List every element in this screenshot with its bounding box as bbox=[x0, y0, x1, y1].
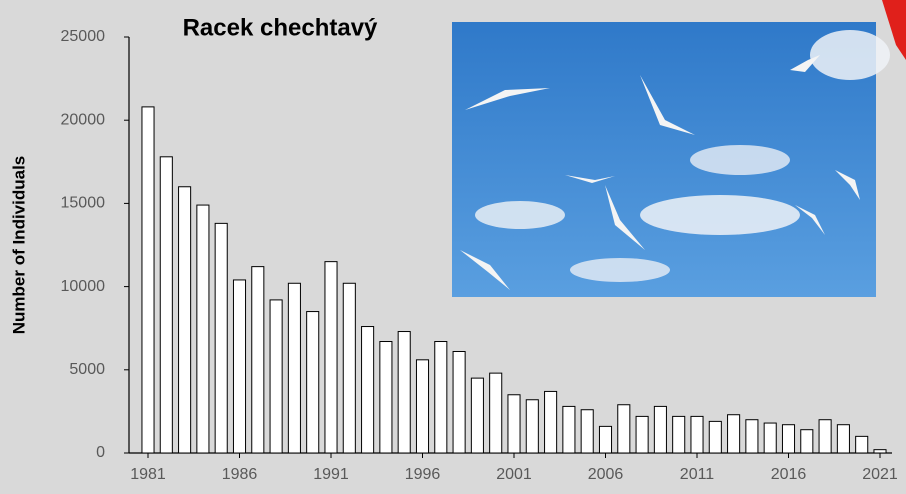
bar bbox=[562, 405, 576, 454]
x-tick-label: 1996 bbox=[405, 466, 441, 483]
bar bbox=[525, 399, 539, 454]
bar bbox=[232, 279, 247, 454]
bar bbox=[507, 394, 521, 454]
x-tick-label: 2006 bbox=[588, 466, 624, 483]
bar bbox=[598, 425, 613, 454]
bar bbox=[415, 359, 430, 454]
bar bbox=[470, 377, 484, 454]
bar bbox=[781, 424, 796, 454]
bar bbox=[617, 404, 631, 454]
bar bbox=[141, 106, 155, 454]
bar bbox=[836, 424, 850, 454]
x-tick-label: 1986 bbox=[222, 466, 258, 483]
x-tick-label: 2001 bbox=[496, 466, 532, 483]
bar bbox=[379, 341, 393, 454]
y-tick-label: 25000 bbox=[61, 28, 106, 45]
photo bbox=[452, 22, 890, 297]
bar bbox=[873, 449, 887, 454]
y-tick-label: 5000 bbox=[69, 361, 105, 378]
bar bbox=[855, 435, 869, 454]
bar bbox=[727, 414, 741, 454]
bar bbox=[178, 186, 192, 454]
x-tick-label: 2016 bbox=[771, 466, 807, 483]
bar bbox=[708, 420, 722, 454]
x-tick-label: 1981 bbox=[130, 466, 166, 483]
bar bbox=[214, 222, 228, 454]
bar bbox=[397, 331, 411, 454]
bar bbox=[251, 266, 265, 454]
bar bbox=[324, 261, 338, 454]
bar bbox=[269, 299, 283, 454]
x-tick-label: 2011 bbox=[680, 466, 715, 483]
bar bbox=[763, 422, 777, 454]
bar bbox=[287, 282, 301, 454]
y-tick-label: 15000 bbox=[61, 195, 106, 212]
bar bbox=[361, 326, 375, 454]
bar bbox=[690, 415, 704, 454]
bar bbox=[800, 429, 814, 454]
x-tick-label: 2021 bbox=[862, 466, 898, 483]
x-tick-label: 1991 bbox=[313, 466, 349, 483]
bar bbox=[306, 311, 320, 454]
bar bbox=[544, 390, 558, 454]
chart-title: Racek chechtavý bbox=[183, 14, 378, 41]
bar bbox=[745, 419, 759, 454]
bar bbox=[653, 405, 667, 454]
bar bbox=[452, 350, 466, 454]
bar bbox=[159, 156, 173, 454]
y-tick-label: 0 bbox=[96, 444, 105, 461]
bar bbox=[489, 372, 503, 454]
bar bbox=[672, 415, 686, 454]
y-tick-label: 10000 bbox=[61, 278, 106, 295]
arrow bbox=[882, 0, 906, 60]
bar bbox=[434, 341, 448, 454]
bar bbox=[635, 415, 649, 454]
bar bbox=[342, 282, 356, 454]
bar bbox=[196, 204, 210, 454]
y-tick-label: 20000 bbox=[61, 111, 106, 128]
y-axis-label: Number of Individuals bbox=[9, 156, 28, 335]
bar bbox=[580, 409, 594, 454]
bar bbox=[818, 419, 832, 454]
